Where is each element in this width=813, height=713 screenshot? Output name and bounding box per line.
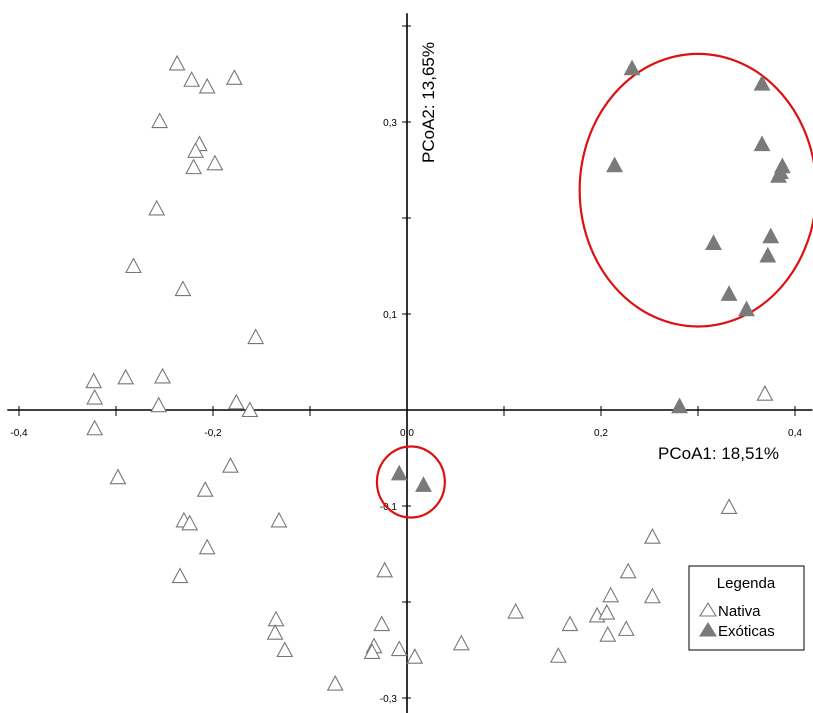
point-nativa: [276, 641, 294, 658]
point-nativa: [617, 620, 635, 636]
point-nativa: [181, 514, 199, 531]
point-nativa: [452, 634, 470, 651]
x-tick-label: -0,2: [204, 428, 222, 439]
point-nativa: [109, 468, 127, 485]
point-exoticas: [415, 476, 432, 492]
point-nativa: [150, 396, 168, 413]
group-ellipses: [375, 52, 813, 519]
x-tick-label: -0,4: [10, 428, 28, 439]
point-nativa: [227, 393, 245, 410]
point-nativa: [756, 385, 774, 401]
point-exoticas: [671, 397, 688, 414]
group-ellipse: [578, 52, 813, 328]
point-exoticas: [705, 234, 722, 251]
point-nativa: [270, 511, 288, 528]
point-exoticas: [753, 135, 771, 152]
point-nativa: [376, 561, 394, 578]
point-nativa: [117, 368, 135, 385]
point-nativa: [185, 158, 203, 175]
point-nativa: [86, 419, 104, 436]
group-ellipse: [375, 445, 446, 519]
legend-label-nativa: Nativa: [718, 603, 761, 620]
point-nativa: [125, 257, 142, 274]
point-nativa: [599, 625, 617, 642]
data-points: [85, 54, 791, 691]
point-nativa: [206, 154, 224, 171]
legend-marker-nativa: [699, 601, 717, 617]
y-axis-title: PCoA2: 13,65%: [419, 42, 438, 163]
point-nativa: [266, 624, 284, 640]
point-exoticas: [720, 285, 738, 301]
point-nativa: [183, 71, 201, 87]
point-nativa: [196, 481, 214, 497]
point-nativa: [187, 142, 204, 158]
point-nativa: [326, 674, 344, 691]
point-nativa: [86, 388, 104, 405]
point-exoticas: [390, 464, 408, 481]
point-exoticas: [753, 74, 771, 91]
point-nativa: [174, 280, 192, 297]
point-nativa: [148, 199, 166, 216]
point-nativa: [241, 401, 259, 418]
point-nativa: [406, 648, 424, 664]
point-nativa: [247, 328, 265, 345]
legend-marker-exoticas: [699, 621, 717, 637]
point-nativa: [225, 69, 243, 85]
y-tick-label: 0,3: [383, 118, 397, 129]
legend-label-exoticas: Exóticas: [718, 623, 775, 640]
point-nativa: [390, 640, 408, 657]
point-nativa: [198, 77, 216, 94]
point-nativa: [198, 538, 216, 555]
legend-title: Legenda: [717, 575, 776, 592]
point-exoticas: [770, 167, 787, 183]
point-exoticas: [738, 300, 755, 317]
point-nativa: [598, 603, 616, 620]
point-nativa: [154, 367, 171, 384]
point-nativa: [643, 587, 661, 604]
point-exoticas: [606, 156, 623, 173]
point-nativa: [720, 498, 738, 515]
point-nativa: [561, 615, 579, 632]
point-nativa: [85, 372, 103, 389]
x-axis-title: PCoA1: 18,51%: [658, 444, 779, 463]
point-nativa: [151, 112, 169, 129]
point-nativa: [619, 562, 637, 579]
y-tick-label: -0,3: [380, 694, 398, 705]
point-nativa: [549, 647, 567, 663]
point-nativa: [168, 54, 186, 71]
legend: Legenda Nativa Exóticas: [688, 565, 805, 651]
point-nativa: [373, 615, 391, 632]
point-nativa: [643, 528, 661, 544]
point-nativa: [507, 602, 525, 619]
x-tick-label: 0,2: [594, 428, 608, 439]
point-nativa: [363, 643, 381, 659]
x-tick-label: 0,4: [788, 428, 802, 439]
point-exoticas: [762, 227, 780, 244]
point-exoticas: [759, 246, 777, 263]
point-nativa: [267, 610, 285, 627]
point-exoticas: [623, 59, 641, 76]
point-nativa: [602, 586, 620, 603]
y-tick-label: 0,1: [383, 310, 397, 321]
point-nativa: [171, 567, 189, 584]
point-nativa: [222, 457, 239, 473]
x-tick-label: 0,0: [400, 428, 414, 439]
